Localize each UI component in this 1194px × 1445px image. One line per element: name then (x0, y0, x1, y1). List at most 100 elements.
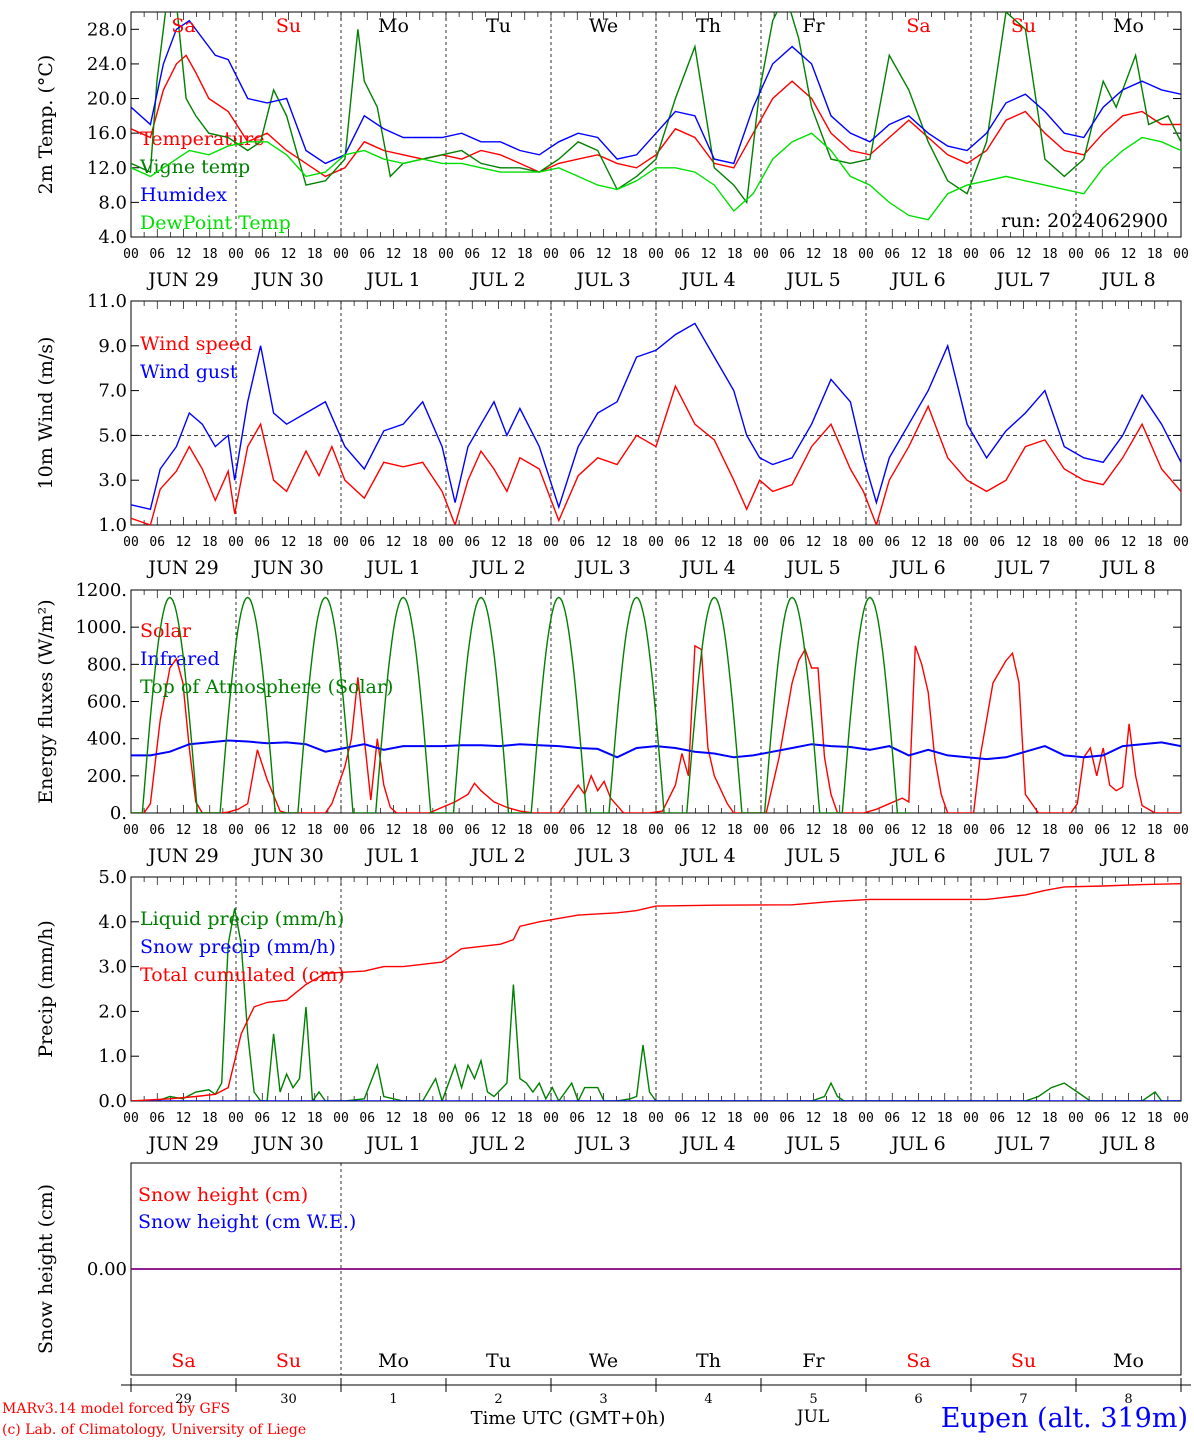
x-hour-label: 00 (1173, 247, 1189, 262)
x-hour-label: 06 (779, 247, 795, 262)
series-line-liquid-precip-mm-h- (131, 908, 1181, 1101)
x-hour-label: 18 (1147, 823, 1163, 838)
legend-entry: Top of Atmosphere (Solar) (140, 676, 393, 698)
legend-entry: Total cumulated (cm) (140, 964, 345, 986)
dow-label: Tu (486, 1350, 511, 1372)
x-hour-label: 00 (753, 535, 769, 550)
x-hour-label: 12 (281, 1111, 297, 1126)
y-tick-label: 3.0 (98, 470, 127, 491)
series-line-wind-gust (131, 322, 1181, 511)
x-hour-label: 06 (464, 247, 480, 262)
x-hour-label: 00 (858, 823, 874, 838)
y-tick-label: 3.0 (98, 957, 127, 978)
x-hour-label: 00 (963, 247, 979, 262)
x-hour-label: 12 (911, 823, 927, 838)
y-axis-label: Precip (mm/h) (35, 920, 57, 1058)
x-date-label: JUN 29 (146, 845, 218, 867)
footer-time-label: Time UTC (GMT+0h) (471, 1408, 666, 1429)
x-date-label: JUL 5 (784, 845, 840, 867)
x-date-label: JUL 7 (994, 269, 1050, 291)
dow-label: Sa (171, 1350, 195, 1372)
x-hour-label: 18 (832, 247, 848, 262)
x-date-label: JUL 2 (469, 557, 525, 579)
x-hour-label: 12 (491, 1111, 507, 1126)
x-hour-label: 00 (648, 535, 664, 550)
y-tick-label: 400. (87, 729, 127, 750)
x-date-label: JUL 3 (574, 269, 630, 291)
x-hour-label: 06 (674, 1111, 690, 1126)
y-axis-label: Snow height (cm) (35, 1184, 57, 1354)
legend-entry: Wind speed (140, 333, 252, 355)
x-hour-label: 00 (1068, 1111, 1084, 1126)
x-hour-label: 00 (1068, 535, 1084, 550)
x-hour-label: 06 (359, 823, 375, 838)
dow-label: Th (696, 15, 721, 37)
series-line-vigne-temp (131, 12, 1181, 205)
y-tick-label: 20.0 (87, 89, 127, 110)
x-hour-label: 00 (858, 1111, 874, 1126)
x-hour-label: 00 (1173, 823, 1189, 838)
x-hour-label: 12 (386, 535, 402, 550)
x-hour-label: 06 (1094, 535, 1110, 550)
x-hour-label: 18 (202, 535, 218, 550)
x-hour-label: 00 (333, 1111, 349, 1126)
x-date-label: JUL 6 (889, 1133, 945, 1155)
x-hour-label: 06 (1094, 1111, 1110, 1126)
legend-entry: Solar (140, 620, 192, 642)
legend-entry: Infrared (140, 648, 220, 670)
day-number-label: 8 (1124, 1392, 1132, 1407)
x-date-label: JUL 4 (679, 845, 735, 867)
x-hour-label: 06 (149, 535, 165, 550)
x-hour-label: 06 (149, 247, 165, 262)
x-hour-label: 06 (884, 823, 900, 838)
y-axis-label: Energy fluxes (W/m²) (35, 599, 57, 803)
x-date-label: JUL 3 (574, 557, 630, 579)
dow-label: Mo (378, 15, 409, 37)
x-hour-label: 12 (491, 247, 507, 262)
legend-entry: Temperature (140, 128, 264, 150)
y-tick-label: 1000. (75, 617, 127, 638)
x-hour-label: 18 (622, 247, 638, 262)
x-hour-label: 00 (228, 535, 244, 550)
x-hour-label: 06 (1094, 247, 1110, 262)
y-tick-label: 1200. (75, 580, 127, 601)
x-hour-label: 18 (622, 1111, 638, 1126)
x-hour-label: 18 (1042, 823, 1058, 838)
x-hour-label: 00 (1068, 247, 1084, 262)
x-date-label: JUL 2 (469, 845, 525, 867)
x-hour-label: 18 (1042, 247, 1058, 262)
x-date-label: JUL 6 (889, 557, 945, 579)
x-hour-label: 18 (832, 535, 848, 550)
x-date-label: JUL 1 (364, 1133, 420, 1155)
x-hour-label: 12 (806, 535, 822, 550)
x-date-label: JUL 1 (364, 269, 420, 291)
x-hour-label: 06 (569, 823, 585, 838)
x-hour-label: 00 (228, 1111, 244, 1126)
x-hour-label: 06 (569, 1111, 585, 1126)
x-hour-label: 00 (438, 247, 454, 262)
x-hour-label: 12 (596, 247, 612, 262)
x-hour-label: 18 (727, 1111, 743, 1126)
dow-label: Mo (378, 1350, 409, 1372)
dow-label: Su (1011, 15, 1036, 37)
x-hour-label: 18 (1147, 535, 1163, 550)
x-hour-label: 18 (622, 823, 638, 838)
y-axis-label: 2m Temp. (°C) (35, 55, 57, 195)
x-date-label: JUL 8 (1099, 557, 1155, 579)
x-hour-label: 18 (307, 247, 323, 262)
series-line-total-cumulated-cm- (131, 883, 1181, 1101)
x-date-label: JUL 6 (889, 845, 945, 867)
x-hour-label: 00 (963, 823, 979, 838)
footer-model-line1: MARv3.14 model forced by GFS (2, 1401, 230, 1417)
x-hour-label: 06 (149, 823, 165, 838)
x-hour-label: 00 (333, 535, 349, 550)
x-hour-label: 00 (123, 823, 139, 838)
x-date-label: JUL 8 (1099, 845, 1155, 867)
x-hour-label: 12 (1121, 1111, 1137, 1126)
x-hour-label: 00 (333, 247, 349, 262)
x-hour-label: 18 (517, 823, 533, 838)
x-hour-label: 00 (648, 1111, 664, 1126)
x-hour-label: 06 (464, 823, 480, 838)
y-tick-label: 600. (87, 692, 127, 713)
x-hour-label: 00 (858, 247, 874, 262)
